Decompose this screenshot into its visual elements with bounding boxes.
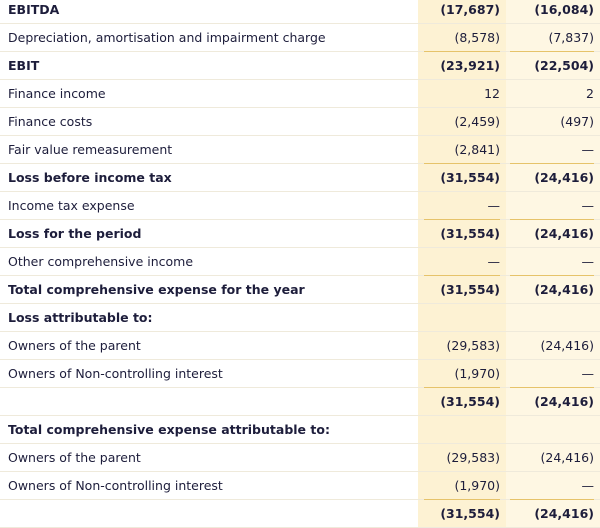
table-row: Depreciation, amortisation and impairmen… [0,24,600,52]
value-cell: (7,837) [548,30,594,45]
column-shade [506,0,600,528]
row-label: EBITDA [8,2,60,17]
row-label: Finance costs [8,114,93,129]
table-row: EBITDA (17,687) (16,084) [0,0,600,24]
row-label: EBIT [8,58,40,73]
row-label: Owners of Non-controlling interest [8,366,223,381]
table-row: EBIT (23,921) (22,504) [0,51,600,80]
table-row: Owners of the parent (29,583) (24,416) [0,332,600,360]
table-row: Owners of the parent (29,583) (24,416) [0,444,600,472]
value-cell: (1,970) [454,366,500,381]
table-row: Other comprehensive income — — [0,248,600,276]
table-row: Loss before income tax (31,554) (24,416) [0,163,600,192]
value-cell: (24,416) [510,275,594,303]
value-cell: — [487,198,501,213]
value-cell: (31,554) [424,387,500,415]
value-cell: (24,416) [510,387,594,415]
value-cell: (29,583) [446,338,501,353]
row-label: Fair value remeasurement [8,142,173,157]
table-row: Total comprehensive expense attributable… [0,416,600,444]
table-row: (31,554) (24,416) [0,499,600,528]
value-cell: 2 [586,86,594,101]
row-label: Loss attributable to: [8,310,153,325]
value-cell: (24,416) [510,499,594,527]
value-cell: (8,578) [454,30,500,45]
row-label: Owners of the parent [8,338,141,353]
value-cell: (24,416) [540,338,595,353]
value-cell: (16,084) [510,0,594,23]
table-row: Finance costs (2,459) (497) [0,108,600,136]
value-cell: (497) [560,114,594,129]
value-cell: — [487,254,501,269]
row-label: Loss before income tax [8,170,172,185]
table-row: Total comprehensive expense for the year… [0,275,600,304]
table-row: Owners of Non-controlling interest (1,970… [0,360,600,388]
table-row: Owners of Non-controlling interest (1,970… [0,472,600,500]
row-label: Total comprehensive expense for the year [8,282,305,297]
value-cell: (24,416) [510,219,594,247]
value-cell: 12 [484,86,500,101]
value-cell: (31,554) [424,499,500,527]
value-cell: — [581,142,595,157]
value-cell: — [581,478,595,493]
row-label: Finance income [8,86,106,101]
table-row: Finance income 12 2 [0,80,600,108]
value-cell: — [581,366,595,381]
table-row: Loss for the period (31,554) (24,416) [0,219,600,248]
table-row: Income tax expense — — [0,192,600,220]
value-cell: (1,970) [454,478,500,493]
value-cell: (31,554) [424,219,500,247]
row-label: Total comprehensive expense attributable… [8,422,330,437]
value-cell: (31,554) [424,275,500,303]
value-cell: (29,583) [446,450,501,465]
row-label: Owners of the parent [8,450,141,465]
value-cell: — [581,254,595,269]
row-label: Loss for the period [8,226,142,241]
value-cell: (2,841) [454,142,500,157]
row-label: Owners of Non-controlling interest [8,478,223,493]
value-cell: (31,554) [424,163,500,191]
value-cell: (17,687) [424,0,500,23]
value-cell: (23,921) [424,51,500,79]
value-cell: (24,416) [510,163,594,191]
value-cell: (22,504) [510,51,594,79]
row-label: Other comprehensive income [8,254,194,269]
value-cell: (24,416) [540,450,595,465]
row-label: Income tax expense [8,198,135,213]
table-row: Loss attributable to: [0,304,600,332]
table-row: (31,554) (24,416) [0,387,600,416]
value-cell: — [581,198,595,213]
value-cell: (2,459) [454,114,500,129]
column-shade [418,0,506,528]
table-row: Fair value remeasurement (2,841) — [0,136,600,164]
row-label: Depreciation, amortisation and impairmen… [8,30,326,45]
